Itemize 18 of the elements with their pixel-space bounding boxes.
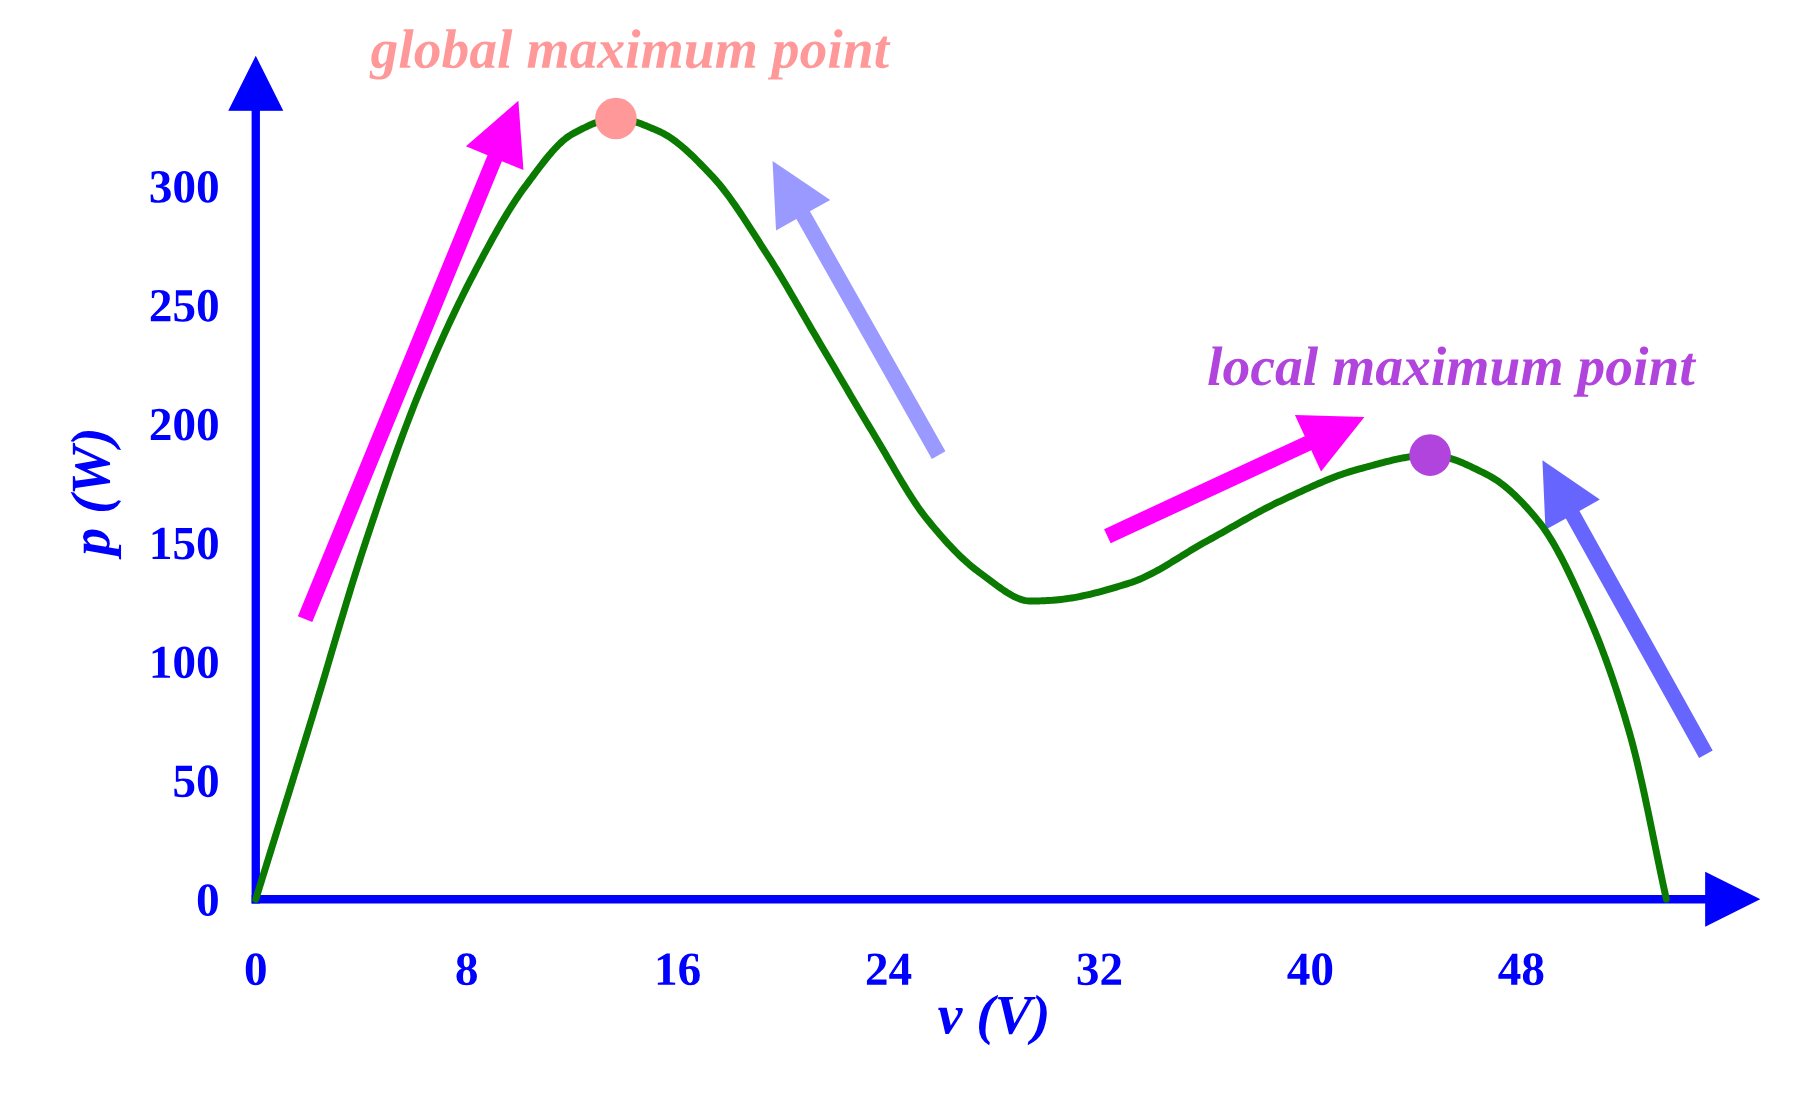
x-tick-label: 40 bbox=[1287, 953, 1333, 986]
x-tick-label: 24 bbox=[866, 953, 912, 985]
x-tick-label: 0 bbox=[245, 953, 266, 986]
annotation: local maximum point bbox=[1208, 346, 1697, 397]
x-axis-title: v (V) bbox=[938, 994, 1047, 1046]
annotation: global maximum point bbox=[369, 29, 891, 80]
y-tick-label: 50 bbox=[174, 765, 218, 798]
x-tick-label: 48 bbox=[1498, 953, 1544, 986]
y-axis-title: p (W) bbox=[70, 431, 122, 560]
y-tick-label: 100 bbox=[152, 646, 218, 679]
y-tick-label: 0 bbox=[197, 884, 218, 917]
x-tick-label: 32 bbox=[1077, 953, 1122, 986]
y-tick-label: 200 bbox=[150, 408, 218, 441]
x-tick-label: 8 bbox=[456, 953, 477, 986]
y-tick-label: 150 bbox=[152, 527, 218, 560]
x-tick-label: 16 bbox=[657, 953, 700, 986]
y-tick-label: 250 bbox=[150, 289, 218, 322]
y-tick-label: 300 bbox=[150, 170, 218, 203]
